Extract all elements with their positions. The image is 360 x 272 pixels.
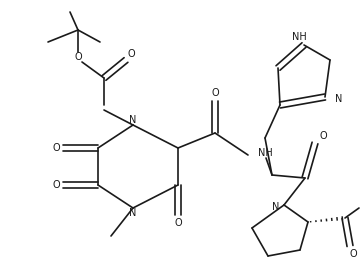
Text: O: O bbox=[52, 180, 60, 190]
Text: N: N bbox=[335, 94, 342, 104]
Text: NH: NH bbox=[292, 32, 306, 42]
Text: O: O bbox=[211, 88, 219, 98]
Text: O: O bbox=[74, 52, 82, 62]
Text: O: O bbox=[127, 49, 135, 59]
Text: N: N bbox=[129, 115, 137, 125]
Text: O: O bbox=[349, 249, 357, 259]
Text: O: O bbox=[319, 131, 327, 141]
Text: N: N bbox=[272, 202, 280, 212]
Text: N: N bbox=[129, 208, 137, 218]
Text: NH: NH bbox=[258, 148, 273, 158]
Text: O: O bbox=[52, 143, 60, 153]
Text: O: O bbox=[174, 218, 182, 228]
